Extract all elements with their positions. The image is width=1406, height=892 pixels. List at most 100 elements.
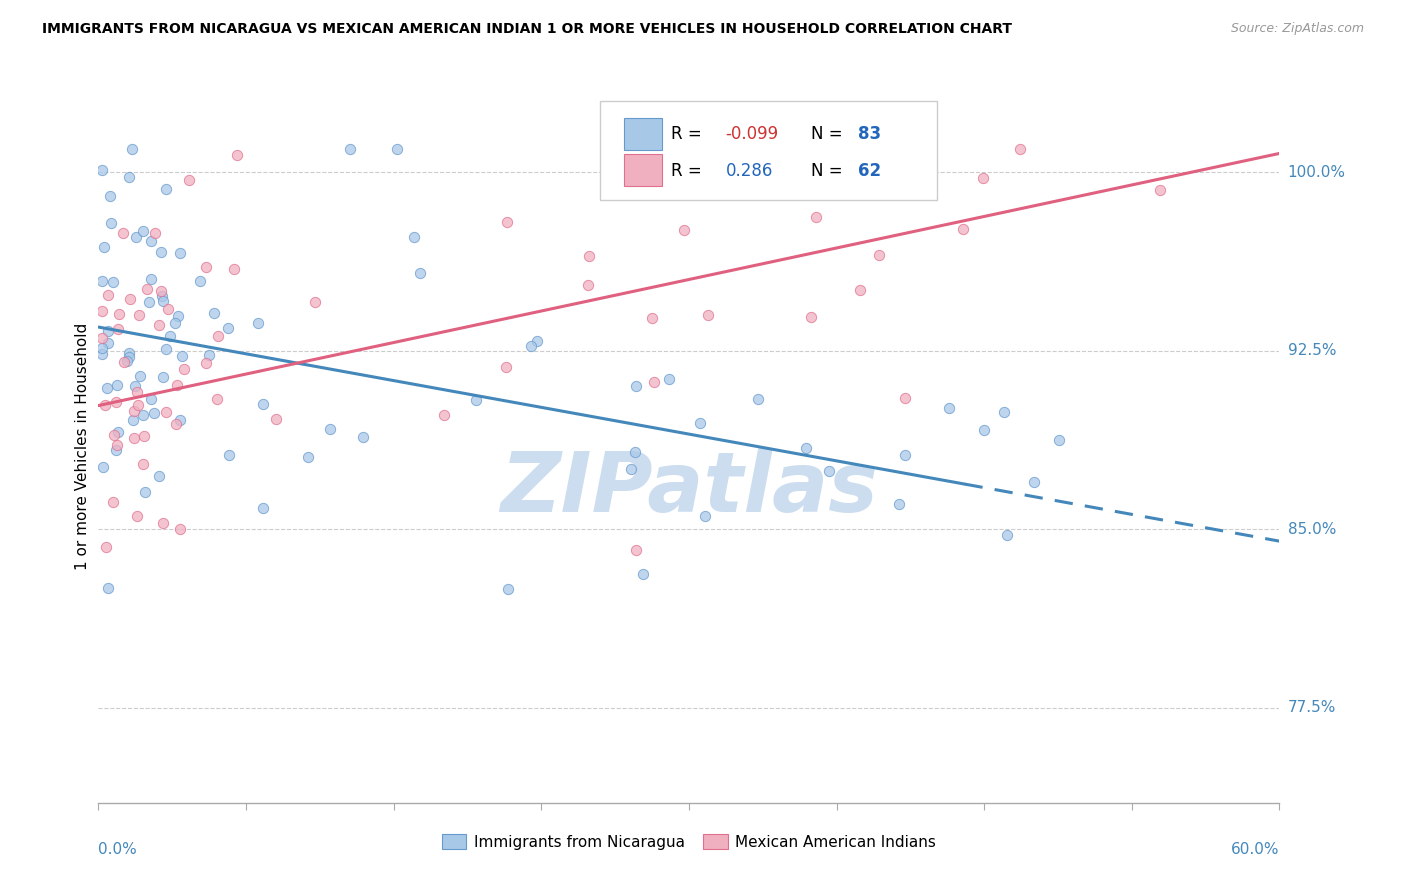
Point bbox=[222, 262, 245, 277]
Point bbox=[101, 275, 124, 289]
Point bbox=[166, 310, 188, 324]
Point bbox=[105, 395, 128, 409]
Point bbox=[96, 381, 118, 395]
Point bbox=[658, 372, 681, 386]
FancyBboxPatch shape bbox=[624, 119, 662, 150]
Point bbox=[103, 495, 125, 509]
Point bbox=[1047, 433, 1070, 447]
Point bbox=[993, 405, 1015, 419]
Point bbox=[693, 508, 716, 523]
Point bbox=[121, 413, 143, 427]
Point bbox=[97, 582, 120, 596]
Point bbox=[385, 142, 408, 156]
Point bbox=[198, 347, 221, 361]
Point bbox=[132, 223, 155, 237]
Point bbox=[122, 431, 145, 445]
Point bbox=[165, 316, 187, 330]
Text: 77.5%: 77.5% bbox=[1288, 700, 1336, 715]
Point bbox=[624, 379, 647, 393]
Point bbox=[134, 429, 156, 443]
Point bbox=[128, 308, 150, 322]
Point bbox=[115, 354, 138, 368]
Point bbox=[520, 339, 543, 353]
Point bbox=[127, 398, 149, 412]
Point bbox=[112, 355, 135, 369]
Point bbox=[91, 341, 114, 355]
Point bbox=[132, 408, 155, 422]
Point bbox=[252, 501, 274, 516]
Point bbox=[578, 249, 600, 263]
Point bbox=[91, 347, 114, 361]
Point bbox=[297, 450, 319, 465]
Point bbox=[100, 216, 122, 230]
Text: IMMIGRANTS FROM NICARAGUA VS MEXICAN AMERICAN INDIAN 1 OR MORE VEHICLES IN HOUSE: IMMIGRANTS FROM NICARAGUA VS MEXICAN AME… bbox=[42, 22, 1012, 37]
Point bbox=[152, 294, 174, 309]
Point bbox=[339, 142, 361, 156]
Point bbox=[91, 274, 114, 288]
Point bbox=[91, 163, 114, 178]
Point bbox=[207, 328, 229, 343]
Point bbox=[152, 369, 174, 384]
Point bbox=[496, 215, 519, 229]
Point bbox=[149, 244, 172, 259]
Point bbox=[973, 423, 995, 437]
Point bbox=[111, 227, 134, 241]
Y-axis label: 1 or more Vehicles in Household: 1 or more Vehicles in Household bbox=[75, 322, 90, 570]
Point bbox=[122, 404, 145, 418]
Point bbox=[915, 142, 938, 156]
Text: 60.0%: 60.0% bbox=[1232, 842, 1279, 857]
FancyBboxPatch shape bbox=[600, 102, 936, 200]
Point bbox=[972, 171, 994, 186]
Point bbox=[159, 329, 181, 343]
Point bbox=[526, 334, 548, 349]
Text: 83: 83 bbox=[858, 125, 882, 143]
Point bbox=[135, 282, 157, 296]
Text: 62: 62 bbox=[858, 162, 882, 180]
Point bbox=[131, 457, 153, 471]
Point bbox=[619, 462, 641, 476]
Point bbox=[138, 294, 160, 309]
Point bbox=[689, 416, 711, 430]
Point bbox=[887, 497, 910, 511]
Point bbox=[139, 272, 162, 286]
Point bbox=[217, 321, 239, 335]
Point bbox=[247, 316, 270, 330]
Point bbox=[139, 234, 162, 248]
Point bbox=[672, 223, 695, 237]
Point bbox=[800, 310, 823, 325]
Text: 0.0%: 0.0% bbox=[98, 842, 138, 857]
Point bbox=[169, 246, 191, 260]
Point bbox=[148, 318, 170, 332]
Point bbox=[134, 484, 156, 499]
Point bbox=[188, 274, 211, 288]
Point bbox=[1010, 142, 1032, 156]
Point bbox=[1149, 183, 1171, 197]
Point bbox=[643, 376, 665, 390]
Point bbox=[576, 278, 599, 293]
Text: R =: R = bbox=[671, 162, 713, 180]
Point bbox=[128, 369, 150, 384]
Point bbox=[98, 189, 121, 203]
Point bbox=[91, 304, 114, 318]
Text: -0.099: -0.099 bbox=[725, 125, 779, 143]
Point bbox=[195, 260, 218, 274]
Point bbox=[125, 230, 148, 244]
Point bbox=[107, 322, 129, 336]
Point bbox=[93, 240, 115, 254]
Point bbox=[1024, 475, 1046, 489]
Point bbox=[139, 392, 162, 407]
Point bbox=[121, 142, 143, 156]
Point bbox=[97, 324, 120, 338]
Point bbox=[266, 411, 288, 425]
Point bbox=[156, 301, 179, 316]
Point bbox=[97, 335, 120, 350]
Point bbox=[225, 148, 247, 162]
Point bbox=[938, 401, 960, 415]
Point bbox=[498, 582, 520, 596]
Point bbox=[155, 342, 177, 356]
Point bbox=[624, 445, 647, 459]
Point bbox=[97, 288, 120, 302]
Point bbox=[868, 248, 890, 262]
Point bbox=[205, 392, 228, 407]
Point bbox=[127, 384, 149, 399]
